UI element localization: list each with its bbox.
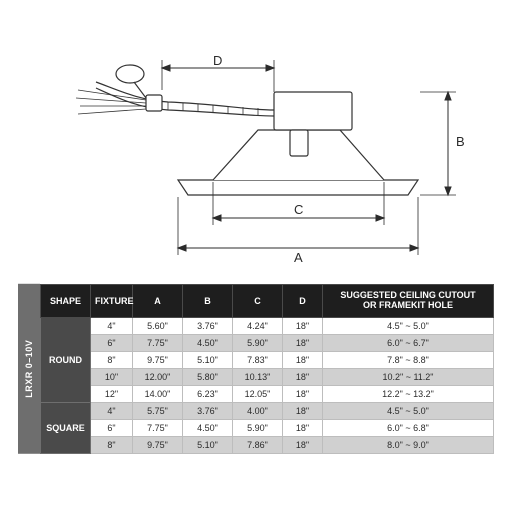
cell-d: 18" <box>283 368 323 385</box>
table-header-row: SHAPE FIXTURE A B C D SUGGESTED CEILING … <box>41 285 494 318</box>
cell-fixture: 8" <box>91 351 133 368</box>
cell-b: 6.23" <box>183 385 233 402</box>
dimensions-table: SHAPE FIXTURE A B C D SUGGESTED CEILING … <box>40 284 494 454</box>
table-row: 6"7.75"4.50"5.90"18"6.0" ~ 6.7" <box>41 334 494 351</box>
cell-fixture: 12" <box>91 385 133 402</box>
dim-label-d: D <box>213 53 222 68</box>
cell-a: 7.75" <box>133 334 183 351</box>
cell-b: 4.50" <box>183 419 233 436</box>
cell-b: 5.10" <box>183 351 233 368</box>
cell-cut: 10.2" ~ 11.2" <box>323 368 494 385</box>
th-fixture: FIXTURE <box>91 285 133 318</box>
th-a: A <box>133 285 183 318</box>
shape-cell: ROUND <box>41 317 91 402</box>
cell-cut: 6.0" ~ 6.8" <box>323 419 494 436</box>
th-d: D <box>283 285 323 318</box>
table-side-label: LRXR 0–10V <box>18 284 40 454</box>
fixture-svg <box>18 20 478 270</box>
shape-cell: SQUARE <box>41 402 91 453</box>
cell-c: 7.86" <box>233 436 283 453</box>
cell-a: 14.00" <box>133 385 183 402</box>
cell-fixture: 6" <box>91 334 133 351</box>
cell-d: 18" <box>283 334 323 351</box>
cell-d: 18" <box>283 419 323 436</box>
cell-c: 4.24" <box>233 317 283 334</box>
dim-label-c: C <box>294 202 303 217</box>
table-row: ROUND4"5.60"3.76"4.24"18"4.5" ~ 5.0" <box>41 317 494 334</box>
cell-fixture: 6" <box>91 419 133 436</box>
cell-c: 7.83" <box>233 351 283 368</box>
cell-a: 7.75" <box>133 419 183 436</box>
cell-a: 9.75" <box>133 351 183 368</box>
table-row: 8"9.75"5.10"7.83"18"7.8" ~ 8.8" <box>41 351 494 368</box>
th-c: C <box>233 285 283 318</box>
cell-c: 4.00" <box>233 402 283 419</box>
cell-b: 5.10" <box>183 436 233 453</box>
dim-label-b: B <box>456 134 465 149</box>
cell-a: 5.60" <box>133 317 183 334</box>
table-row: 6"7.75"4.50"5.90"18"6.0" ~ 6.8" <box>41 419 494 436</box>
cell-cut: 4.5" ~ 5.0" <box>323 402 494 419</box>
cell-cut: 7.8" ~ 8.8" <box>323 351 494 368</box>
cell-d: 18" <box>283 351 323 368</box>
fixture-diagram: D B C A <box>18 20 494 270</box>
table-row: 12"14.00"6.23"12.05"18"12.2" ~ 13.2" <box>41 385 494 402</box>
table-row: 8"9.75"5.10"7.86"18"8.0" ~ 9.0" <box>41 436 494 453</box>
th-b: B <box>183 285 233 318</box>
cell-b: 3.76" <box>183 402 233 419</box>
th-cutout: SUGGESTED CEILING CUTOUT OR FRAMEKIT HOL… <box>323 285 494 318</box>
cell-d: 18" <box>283 402 323 419</box>
dimensions-table-wrapper: LRXR 0–10V SHAPE FIXTURE A B C D SUGGEST… <box>18 284 494 454</box>
cell-c: 5.90" <box>233 419 283 436</box>
cell-d: 18" <box>283 317 323 334</box>
cell-d: 18" <box>283 385 323 402</box>
cell-d: 18" <box>283 436 323 453</box>
cell-c: 12.05" <box>233 385 283 402</box>
cell-a: 9.75" <box>133 436 183 453</box>
cell-a: 12.00" <box>133 368 183 385</box>
cell-c: 5.90" <box>233 334 283 351</box>
cell-cut: 8.0" ~ 9.0" <box>323 436 494 453</box>
cell-a: 5.75" <box>133 402 183 419</box>
cell-c: 10.13" <box>233 368 283 385</box>
table-row: SQUARE4"5.75"3.76"4.00"18"4.5" ~ 5.0" <box>41 402 494 419</box>
cell-b: 4.50" <box>183 334 233 351</box>
cell-cut: 6.0" ~ 6.7" <box>323 334 494 351</box>
cell-fixture: 8" <box>91 436 133 453</box>
cell-fixture: 10" <box>91 368 133 385</box>
cell-fixture: 4" <box>91 402 133 419</box>
th-shape: SHAPE <box>41 285 91 318</box>
cell-b: 5.80" <box>183 368 233 385</box>
cell-cut: 4.5" ~ 5.0" <box>323 317 494 334</box>
cell-cut: 12.2" ~ 13.2" <box>323 385 494 402</box>
cell-b: 3.76" <box>183 317 233 334</box>
cell-fixture: 4" <box>91 317 133 334</box>
table-row: 10"12.00"5.80"10.13"18"10.2" ~ 11.2" <box>41 368 494 385</box>
dim-label-a: A <box>294 250 303 265</box>
